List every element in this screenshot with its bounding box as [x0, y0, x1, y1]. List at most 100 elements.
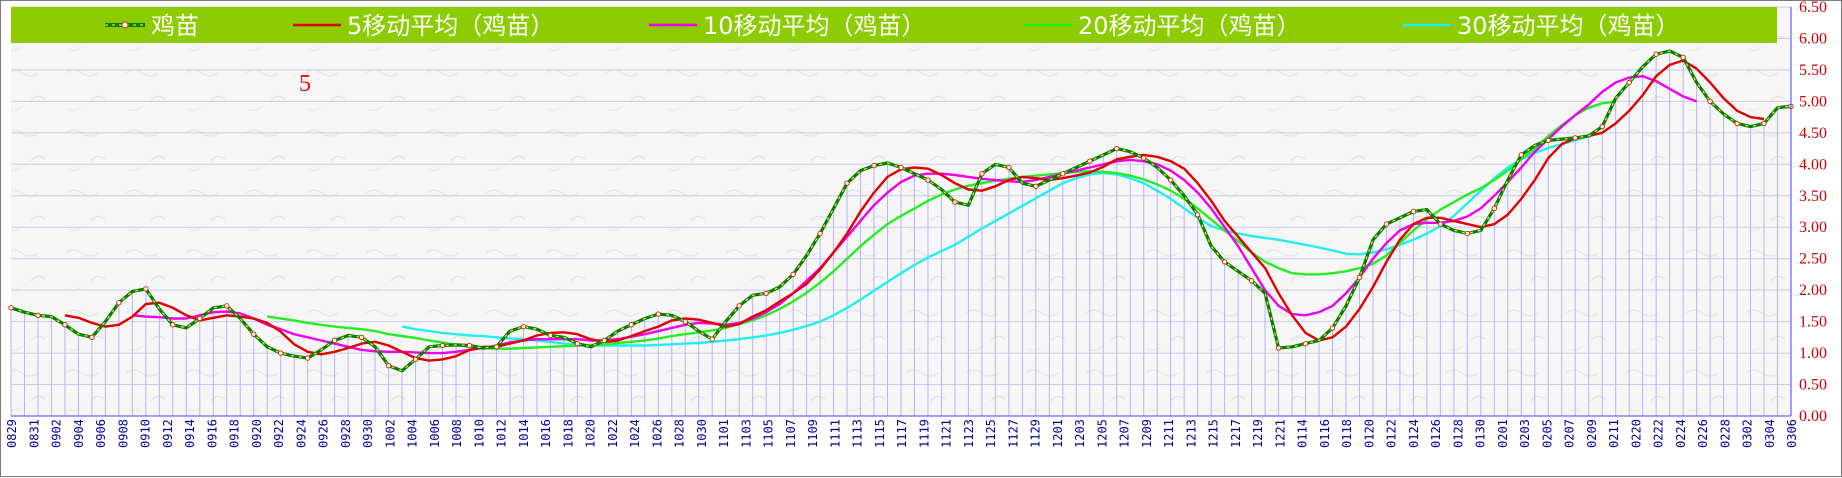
data-point-marker [1356, 274, 1363, 281]
x-tick-label: 1012 [495, 419, 509, 448]
y-tick-label: 2.00 [1799, 282, 1827, 299]
y-tick-label: 1.50 [1799, 314, 1827, 331]
data-point-marker [1680, 54, 1686, 61]
x-tick-label: 0922 [272, 419, 286, 448]
y-tick-label: 6.00 [1799, 30, 1827, 47]
x-tick-label: 1014 [517, 419, 531, 448]
data-point-marker [1141, 155, 1147, 161]
legend-label: 20移动平均（鸡苗） [1078, 12, 1301, 40]
x-tick-label: 1201 [1051, 419, 1065, 448]
x-tick-label: 1123 [962, 419, 976, 448]
data-point-marker [8, 305, 14, 311]
x-tick-label: 0302 [1741, 419, 1755, 448]
data-point-marker [1734, 120, 1740, 127]
x-axis: 0829 0831 0902 0904 0906 0908 0910 0912 0914 0916… [5, 415, 1799, 448]
x-tick-label: 1119 [917, 419, 931, 448]
x-tick-label: 0126 [1429, 419, 1443, 448]
y-tick-label: 4.50 [1799, 125, 1827, 142]
data-point-marker [1545, 137, 1551, 144]
x-tick-label: 1020 [584, 419, 598, 448]
x-tick-label: 0220 [1629, 419, 1643, 448]
data-point-marker [655, 311, 661, 317]
x-tick-label: 0224 [1674, 419, 1688, 448]
x-tick-label: 1213 [1184, 419, 1198, 448]
legend-label: 鸡苗 [151, 12, 199, 40]
legend-label: 10移动平均（鸡苗） [703, 12, 926, 40]
data-point-marker [1167, 177, 1174, 183]
y-tick-label: 3.00 [1799, 219, 1827, 236]
x-tick-label: 1205 [1095, 419, 1109, 448]
y-tick-label: 5.50 [1799, 62, 1827, 79]
data-point-marker [89, 334, 95, 341]
legend-label: 5移动平均（鸡苗） [347, 12, 554, 40]
data-point-marker [493, 344, 500, 350]
data-point-marker [1221, 259, 1228, 265]
x-tick-label: 1125 [984, 419, 998, 448]
x-tick-label: 1115 [873, 419, 887, 448]
x-tick-label: 1002 [383, 419, 397, 448]
x-tick-label: 1016 [539, 419, 553, 448]
x-tick-label: 0910 [139, 419, 153, 448]
x-tick-label: 0928 [339, 419, 353, 448]
data-point-marker [170, 322, 176, 328]
data-point-marker [1087, 158, 1093, 164]
data-point-marker [682, 318, 688, 325]
data-point-marker [358, 334, 365, 341]
data-point-marker [466, 342, 473, 349]
x-tick-label: 0930 [361, 419, 375, 448]
y-tick-label: 0.00 [1799, 408, 1827, 425]
x-tick-label: 1203 [1073, 419, 1087, 448]
data-point-marker [1060, 171, 1066, 177]
data-point-marker [574, 340, 581, 347]
x-tick-label: 0124 [1407, 419, 1421, 448]
data-point-marker [871, 162, 877, 169]
y-tick-label: 5.00 [1799, 93, 1827, 110]
x-tick-label: 0914 [183, 419, 197, 448]
data-point-marker [736, 303, 742, 309]
data-point-marker [898, 164, 904, 171]
x-tick-label: 0924 [294, 419, 308, 448]
x-tick-label: 1105 [762, 419, 776, 448]
x-tick-label: 0904 [72, 419, 86, 448]
data-point-marker [35, 312, 41, 319]
x-tick-label: 1024 [628, 419, 642, 448]
data-point-marker [628, 322, 635, 328]
x-tick-label: 0902 [50, 419, 64, 448]
x-tick-label: 0906 [94, 419, 108, 448]
data-point-marker [1653, 51, 1659, 57]
series-line-ma10 [132, 75, 1698, 355]
x-tick-label: 0116 [1318, 419, 1332, 448]
x-tick-label: 1004 [406, 419, 420, 448]
data-point-marker [62, 322, 68, 328]
x-tick-label: 0829 [5, 419, 19, 448]
x-tick-label: 1215 [1207, 419, 1221, 448]
data-point-marker [331, 337, 338, 344]
x-tick-label: 1113 [851, 419, 865, 448]
data-point-marker [1248, 278, 1255, 284]
data-point-marker [143, 286, 149, 292]
y-tick-label: 4.00 [1799, 156, 1827, 173]
x-tick-label: 1207 [1118, 419, 1132, 448]
x-tick-label: 0228 [1718, 419, 1732, 448]
data-point-marker [224, 303, 230, 309]
data-point-marker [1599, 123, 1605, 130]
data-point-marker [520, 323, 527, 330]
data-point-marker [116, 300, 122, 306]
data-point-marker [1491, 205, 1498, 212]
data-point-marker [1114, 145, 1120, 152]
data-point-marker [1033, 183, 1039, 190]
x-tick-label: 1209 [1140, 419, 1154, 448]
x-tick-label: 1018 [561, 419, 575, 448]
x-tick-label: 1030 [695, 419, 709, 448]
x-tick-label: 0203 [1518, 419, 1532, 448]
data-point-marker [277, 350, 284, 356]
x-tick-label: 0128 [1451, 419, 1465, 448]
x-tick-label: 0926 [317, 419, 331, 448]
x-tick-label: 1109 [806, 419, 820, 448]
data-point-marker [1464, 230, 1471, 237]
data-point-marker [1437, 221, 1444, 227]
data-point-marker [304, 355, 311, 361]
legend: 鸡苗 5移动平均（鸡苗） 10移动平均（鸡苗） 20移动平均（鸡苗） 30移动平均（鸡苗… [11, 7, 1777, 43]
data-point-marker [1275, 345, 1282, 351]
x-tick-label: 1127 [1006, 419, 1020, 448]
